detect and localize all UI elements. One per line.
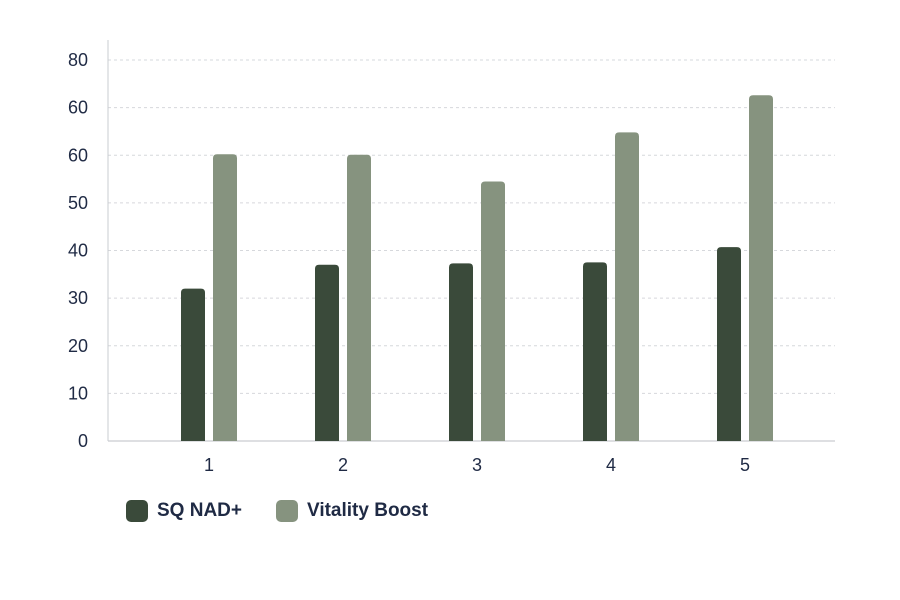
x-tick-label: 3 (472, 455, 482, 475)
bar-vitality-boost (347, 154, 371, 441)
x-tick-label: 5 (740, 455, 750, 475)
legend-label-sq-nad: SQ NAD+ (157, 500, 242, 521)
legend-label-vitality-boost: Vitality Boost (307, 500, 429, 521)
bar-vitality-boost (749, 95, 773, 442)
y-tick-label: 10 (68, 383, 88, 403)
bar-vitality-boost (481, 181, 505, 441)
x-axis-labels: 1 2 3 4 5 (204, 455, 750, 475)
bar-vitality-boost (615, 132, 639, 441)
legend-swatch-vitality-boost (276, 500, 298, 522)
y-tick-label: 60 (68, 98, 88, 118)
bar-sq-nad (717, 247, 741, 441)
y-tick-label: 80 (68, 50, 88, 70)
x-tick-label: 2 (338, 455, 348, 475)
y-tick-label: 60 (68, 145, 88, 165)
bar-sq-nad (181, 288, 205, 441)
y-tick-label: 40 (68, 241, 88, 261)
bar-sq-nad (449, 263, 473, 441)
x-tick-label: 1 (204, 455, 214, 475)
y-tick-label: 0 (78, 431, 88, 451)
bar-sq-nad (315, 264, 339, 441)
y-tick-label: 50 (68, 193, 88, 213)
y-tick-label: 20 (68, 336, 88, 356)
x-tick-label: 4 (606, 455, 616, 475)
legend: SQ NAD+ Vitality Boost (126, 500, 462, 522)
legend-swatch-sq-nad (126, 500, 148, 522)
bars (181, 95, 773, 442)
legend-item-sq-nad: SQ NAD+ (126, 500, 242, 522)
y-axis-labels: 0 10 20 30 40 50 60 60 80 (68, 50, 88, 451)
legend-item-vitality-boost: Vitality Boost (276, 500, 428, 522)
bar-vitality-boost (213, 154, 237, 442)
y-tick-label: 30 (68, 288, 88, 308)
bar-sq-nad (583, 262, 607, 441)
